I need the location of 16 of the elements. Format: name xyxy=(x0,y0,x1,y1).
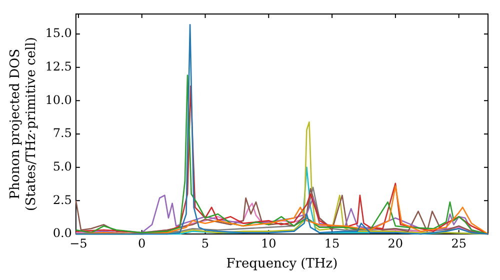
y-tick-label: 7.5 xyxy=(52,126,72,140)
y-tick-label: 10.0 xyxy=(45,92,72,107)
x-tick-label: 10 xyxy=(261,236,276,250)
y-tick-label: 15.0 xyxy=(45,26,72,40)
y-tick-label: 0.0 xyxy=(52,226,72,240)
x-tick-label: 25 xyxy=(451,236,466,250)
x-tick-label: 15 xyxy=(324,236,340,250)
x-axis-title: Frequency (THz) xyxy=(226,256,338,272)
x-tick-label: 20 xyxy=(388,236,404,250)
y-tick-label: 5.0 xyxy=(52,159,72,174)
x-tick-label: 5 xyxy=(201,236,210,250)
x-tick-label: 0 xyxy=(138,236,146,250)
y-tick-label: 2.5 xyxy=(52,192,72,207)
y-axis-title: Phonon projected DOS (States/THz·primitive cell) xyxy=(8,36,39,212)
y-tick-label: 12.5 xyxy=(45,59,72,74)
x-tick-label: −5 xyxy=(70,236,88,250)
